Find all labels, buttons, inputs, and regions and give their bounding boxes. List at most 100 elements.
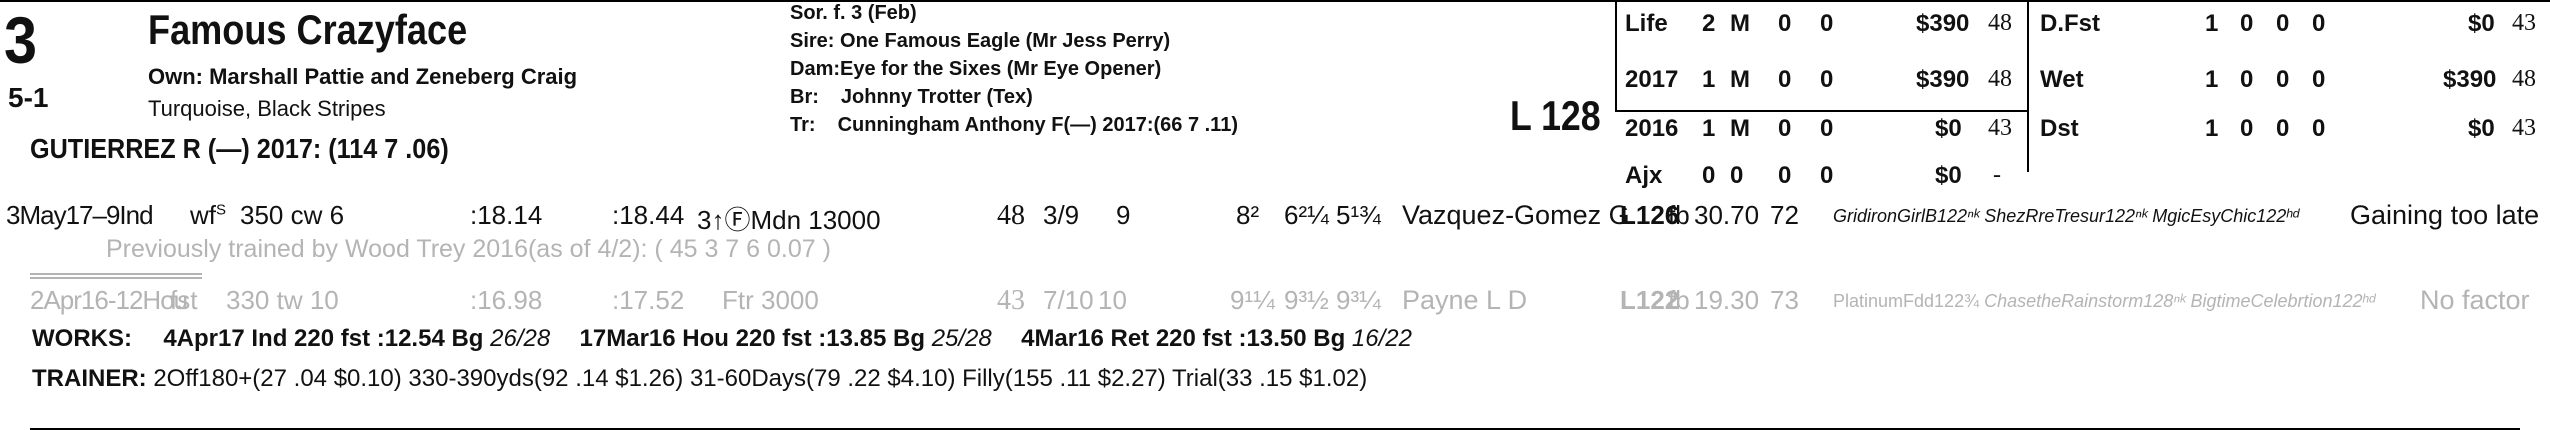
- record-places: 0: [1778, 162, 1792, 189]
- dam: Eye for the Sixes (Mr Eye Opener): [840, 58, 1162, 80]
- work-item: 4Apr17 Ind 220 fst :12.54 Bg 26/28: [163, 325, 550, 352]
- work-rank: 25/28: [931, 325, 992, 352]
- record-label: D.Fst: [2040, 10, 2100, 37]
- dam-line: Dam:Eye for the Sixes (Mr Eye Opener): [790, 58, 1161, 81]
- record-shows: 0: [2312, 10, 2326, 37]
- trainer-stats-label: TRAINER:: [32, 365, 147, 392]
- record-wins: 0: [1730, 162, 1744, 189]
- pp-winner: PlatinumFdd122¾: [1833, 291, 1980, 311]
- previous-trainer-note: Previously trained by Wood Trey 2016(as …: [106, 235, 831, 263]
- record-speed: 48: [2512, 66, 2536, 92]
- record-label: 2016: [1625, 115, 1679, 142]
- pp-placers: ChasetheRainstorm128ⁿᵏ BigtimeCelebrtion…: [1984, 291, 2376, 311]
- work-text: 4Mar16 Ret 220 fst :13.50 Bg: [1021, 325, 1346, 352]
- trainer: Cunningham Anthony F(—) 2017:(66 7 .11): [837, 114, 1238, 136]
- record-places: 0: [2276, 115, 2290, 142]
- pp-meds: fb: [1668, 200, 1690, 230]
- pp-start: 9: [1116, 200, 1131, 230]
- workouts-line: WORKS: 4Apr17 Ind 220 fst :12.54 Bg 26/2…: [32, 325, 1412, 353]
- pp-distance: 350 cw 6: [240, 200, 345, 230]
- record-starts: 1: [1702, 66, 1716, 93]
- work-item: 17Mar16 Hou 220 fst :13.85 Bg 25/28: [580, 325, 992, 352]
- horse-name: Famous Crazyface: [148, 6, 468, 53]
- work-text: 4Apr17 Ind 220 fst :12.54 Bg: [163, 325, 484, 352]
- record-label: Dst: [2040, 115, 2079, 142]
- owner: Own: Marshall Pattie and Zeneberg Craig: [148, 64, 578, 89]
- record-places: 0: [1778, 10, 1792, 37]
- record-label: Ajx: [1625, 162, 1663, 189]
- pp-meds: fb: [1668, 285, 1690, 315]
- pp-finish: 5¹¾: [1336, 200, 1381, 230]
- pp-odds: 30.70: [1694, 200, 1760, 230]
- record-earnings: $390: [1916, 10, 1970, 37]
- record-shows: 0: [1820, 115, 1834, 142]
- pp-separator: [30, 273, 202, 275]
- pp-odds: 19.30: [1694, 285, 1760, 315]
- pp-race-type: 3↑ⒻMdn 13000: [697, 205, 881, 235]
- record-wins: 0: [2240, 10, 2254, 37]
- top-rule: [0, 0, 2550, 2]
- record-label: 2017: [1625, 66, 1679, 93]
- record-earnings: $0: [2468, 10, 2495, 37]
- pp-surface-text: wf: [190, 200, 216, 230]
- trainer-stats-line: TRAINER: 2Off180+(27 .04 $0.10) 330-390y…: [32, 365, 1367, 393]
- pp-call2: 9³½: [1284, 285, 1329, 315]
- pp-distance: 330 tw 10: [226, 285, 339, 315]
- pp-date-track: 2Apr16-12Hou: [30, 285, 188, 315]
- sire: Sire: One Famous Eagle (Mr Jess Perry): [790, 30, 1171, 52]
- record-speed: 48: [1988, 10, 2012, 36]
- record-places: 0: [2276, 66, 2290, 93]
- pp-surface: wfS: [190, 200, 226, 231]
- pp-call1: 9¹¼: [1230, 285, 1275, 315]
- record-speed: 43: [2512, 10, 2536, 36]
- pp-figure: 73: [1770, 285, 1799, 315]
- pp-frac1: :18.14: [470, 200, 543, 230]
- jockey-line: GUTIERREZ R (—) 2017: (114 7 .06): [30, 133, 449, 164]
- pp-frac2: :18.44: [612, 200, 685, 230]
- record-label: Wet: [2040, 66, 2084, 93]
- trainer-stats-text: 2Off180+(27 .04 $0.10) 330-390yds(92 .14…: [153, 365, 1368, 392]
- pp-frac1: :16.98: [470, 285, 543, 315]
- record-earnings: $0: [1935, 115, 1962, 142]
- trainer-label: Tr:: [790, 114, 816, 136]
- pp-surface-sup: S: [216, 201, 227, 219]
- pp-race-type: Ftr 3000: [722, 285, 819, 315]
- pp-weight: L122: [1620, 285, 1680, 315]
- record-starts: 2: [1702, 10, 1716, 37]
- pp-call1: 8²: [1236, 200, 1260, 230]
- record-shows: 0: [2312, 115, 2326, 142]
- stats-box-bottom-rule: [1615, 110, 2029, 112]
- record-earnings: $390: [1916, 66, 1970, 93]
- pp-weight: L126: [1620, 200, 1680, 230]
- pp-finish: 9³¼: [1336, 285, 1381, 315]
- record-places: 0: [2276, 10, 2290, 37]
- breeder-label: Br:: [790, 86, 819, 108]
- work-rank: 16/22: [1351, 325, 1412, 352]
- record-wins: 0: [2240, 66, 2254, 93]
- pp-post: 7/10: [1043, 285, 1094, 315]
- record-starts: 1: [2205, 66, 2219, 93]
- record-places: 0: [1778, 115, 1792, 142]
- silks: Turquoise, Black Stripes: [148, 96, 386, 121]
- record-starts: 1: [2205, 10, 2219, 37]
- record-earnings: $0: [2468, 115, 2495, 142]
- record-starts: 1: [2205, 115, 2219, 142]
- record-wins: 0: [2240, 115, 2254, 142]
- work-text: 17Mar16 Hou 220 fst :13.85 Bg: [579, 325, 926, 352]
- record-speed: -: [1993, 162, 2001, 188]
- breeder-line: Br: Johnny Trotter (Tex): [790, 86, 1033, 109]
- pp-call2: 6²¼: [1284, 200, 1329, 230]
- record-starts: 0: [1702, 162, 1716, 189]
- pp-jockey: Payne L D: [1402, 285, 1528, 315]
- sex-age: Sor. f. 3 (Feb): [790, 2, 917, 24]
- work-rank: 26/28: [490, 325, 551, 352]
- pp-jockey: Vazquez-Gomez G: [1402, 200, 1630, 230]
- works-label: WORKS:: [32, 325, 132, 352]
- record-wins: M: [1730, 66, 1750, 93]
- record-wins: M: [1730, 10, 1750, 37]
- record-earnings: $0: [1935, 162, 1962, 189]
- pp-speed: 43: [997, 285, 1025, 316]
- stats-divider: [2027, 0, 2029, 172]
- breeder: Johnny Trotter (Tex): [840, 86, 1033, 108]
- pp-top-finishers: PlatinumFdd122¾ ChasetheRainstorm128ⁿᵏ B…: [1833, 291, 2375, 312]
